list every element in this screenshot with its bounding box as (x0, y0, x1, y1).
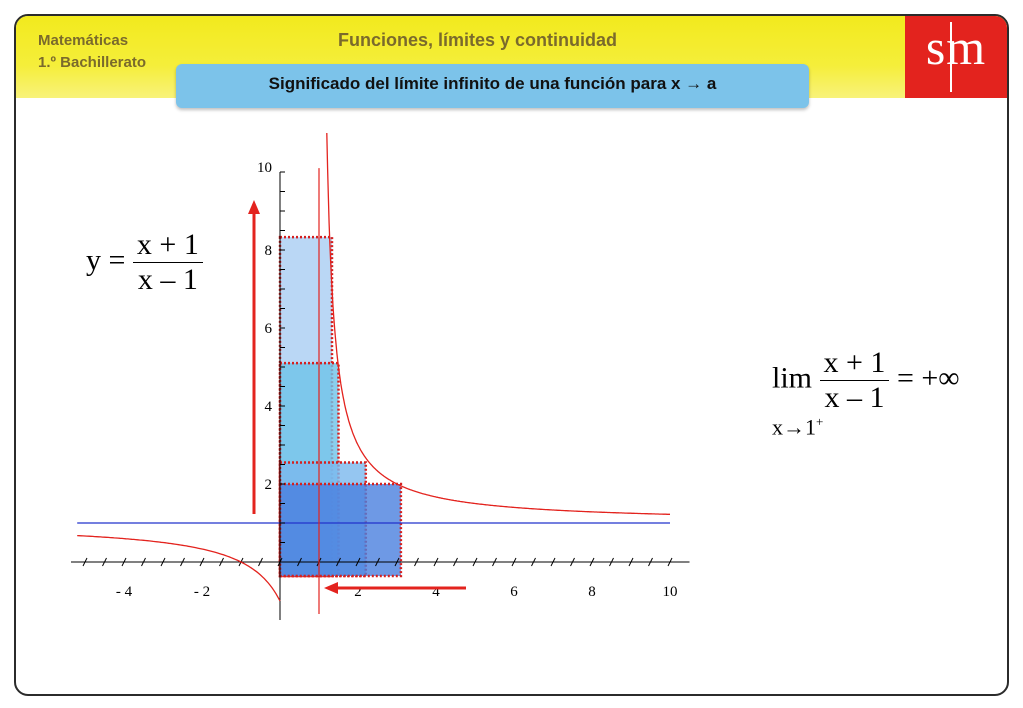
left-arrow-head (324, 582, 338, 594)
x-tick-label: 2 (354, 584, 362, 600)
logo-divider (950, 22, 952, 92)
x-tick (550, 557, 556, 567)
x-tick (453, 557, 458, 567)
x-tick (160, 557, 166, 567)
x-tick (492, 557, 497, 567)
x-tick (355, 557, 361, 567)
up-arrow-head (248, 200, 260, 214)
x-tick (121, 557, 127, 567)
x-tick (609, 557, 614, 567)
function-lhs: y = (86, 243, 126, 277)
function-plot: - 4 - 2 2 4 6 8 10 2 4 6 8 10 (71, 132, 690, 620)
unit-title: Funciones, límites y continuidad (338, 30, 618, 50)
y-tick-label: 10 (257, 160, 272, 176)
sm-logo: sm (905, 16, 1007, 98)
x-tick (589, 557, 595, 567)
x-tick (258, 557, 263, 567)
x-tick (199, 557, 205, 567)
x-tick (180, 557, 185, 567)
slide-frame: Matemáticas 1.º Bachillerato Funciones, … (14, 14, 1009, 696)
limit-subscript: x→1+ (772, 414, 823, 440)
x-tick (219, 557, 224, 567)
function-numerator: x + 1 (132, 228, 203, 263)
subject-line-2: 1.º Bachillerato (38, 54, 147, 71)
x-tick (628, 557, 634, 567)
x-tick-label: 6 (510, 584, 518, 600)
x-tick (433, 557, 439, 567)
slide-subtitle: Significado del límite infinito de una f… (268, 74, 717, 93)
x-tick (414, 557, 419, 567)
limit-numerator: x + 1 (819, 346, 890, 381)
x-tick (394, 557, 400, 567)
limit-formula: lim x + 1 x – 1 = +∞ (772, 346, 960, 415)
x-tick-label: - 4 (116, 584, 133, 600)
x-tick-label: 10 (663, 584, 678, 600)
x-tick (336, 557, 341, 567)
limit-fraction: x + 1 x – 1 (819, 346, 890, 415)
x-tick (375, 557, 380, 567)
curve-right-branch (326, 132, 670, 515)
x-tick-label: - 2 (194, 584, 210, 600)
x-tick (141, 557, 146, 567)
subtitle-bar: Significado del límite infinito de una f… (176, 64, 809, 108)
limit-lim: lim (772, 361, 813, 395)
y-tick-label: 6 (265, 321, 273, 337)
curve-left-branch (77, 534, 281, 602)
x-tick (648, 557, 653, 567)
x-tick (531, 557, 536, 567)
y-tick-label: 8 (265, 243, 273, 259)
subject-label: Matemáticas 1.º Bachillerato (38, 30, 146, 74)
function-denominator: x – 1 (137, 263, 198, 296)
x-tick (667, 557, 673, 567)
x-tick (102, 557, 107, 567)
limit-result: = +∞ (896, 361, 960, 395)
limit-superscript: + (816, 414, 824, 429)
y-tick-label: 2 (265, 477, 273, 493)
x-tick (297, 557, 302, 567)
y-tick-label: 4 (265, 399, 273, 415)
x-tick (472, 557, 478, 567)
function-formula: y = x + 1 x – 1 (86, 228, 203, 297)
logo-text: sm (925, 19, 987, 75)
limit-denominator: x – 1 (824, 381, 885, 414)
limit-subscript-text: x→1 (772, 414, 816, 440)
x-tick (511, 557, 517, 567)
x-tick (82, 557, 88, 567)
subject-line-1: Matemáticas (38, 32, 129, 49)
x-tick-label: 4 (432, 584, 440, 600)
function-fraction: x + 1 x – 1 (132, 228, 203, 297)
x-tick-label: 8 (588, 584, 596, 600)
x-tick (570, 557, 575, 567)
